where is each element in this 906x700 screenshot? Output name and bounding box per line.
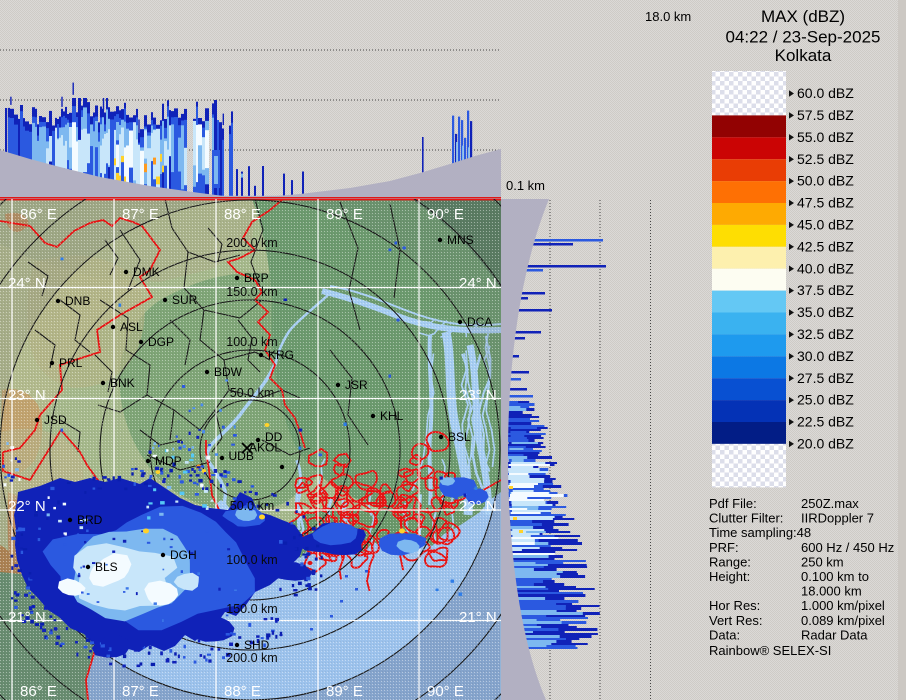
svg-text:BRD: BRD bbox=[77, 513, 103, 527]
svg-text:47.5 dBZ: 47.5 dBZ bbox=[797, 195, 854, 211]
svg-text:Hor Res:: Hor Res: bbox=[709, 598, 760, 613]
svg-text:30.0 dBZ: 30.0 dBZ bbox=[797, 348, 854, 364]
svg-text:0.100 km to: 0.100 km to bbox=[801, 569, 869, 584]
svg-text:250 km: 250 km bbox=[801, 554, 844, 569]
svg-text:KRG: KRG bbox=[268, 348, 294, 362]
svg-text:DNB: DNB bbox=[65, 294, 90, 308]
svg-text:52.5 dBZ: 52.5 dBZ bbox=[797, 151, 854, 167]
svg-text:Data:: Data: bbox=[709, 627, 740, 642]
svg-text:100.0 km: 100.0 km bbox=[226, 553, 277, 567]
svg-text:22° N: 22° N bbox=[459, 498, 497, 515]
svg-text:32.5 dBZ: 32.5 dBZ bbox=[797, 326, 854, 342]
svg-text:PRL: PRL bbox=[59, 356, 83, 370]
svg-text:DGH: DGH bbox=[170, 548, 197, 562]
svg-text:25.0 dBZ: 25.0 dBZ bbox=[797, 392, 854, 408]
svg-text:27.5 dBZ: 27.5 dBZ bbox=[797, 370, 854, 386]
svg-text:60.0 dBZ: 60.0 dBZ bbox=[797, 85, 854, 101]
svg-text:04:22 / 23-Sep-2025: 04:22 / 23-Sep-2025 bbox=[725, 28, 880, 47]
svg-text:DCA: DCA bbox=[467, 315, 492, 329]
svg-text:1.000 km/pixel: 1.000 km/pixel bbox=[801, 598, 885, 613]
svg-text:24° N: 24° N bbox=[459, 275, 497, 292]
svg-text:20.0 dBZ: 20.0 dBZ bbox=[797, 436, 854, 452]
svg-text:89° E: 89° E bbox=[326, 206, 363, 223]
svg-text:35.0 dBZ: 35.0 dBZ bbox=[797, 304, 854, 320]
svg-text:23° N: 23° N bbox=[8, 387, 46, 404]
svg-text:22.5 dBZ: 22.5 dBZ bbox=[797, 414, 854, 430]
svg-text:18.000 km: 18.000 km bbox=[801, 584, 862, 599]
svg-text:ASL: ASL bbox=[120, 320, 143, 334]
svg-text:Kolkata: Kolkata bbox=[775, 46, 832, 65]
svg-text:87° E: 87° E bbox=[122, 206, 159, 223]
svg-text:Clutter Filter:: Clutter Filter: bbox=[709, 511, 783, 526]
svg-text:DGP: DGP bbox=[148, 335, 174, 349]
svg-text:200.0 km: 200.0 km bbox=[226, 651, 277, 665]
svg-text:SHD: SHD bbox=[244, 638, 270, 652]
svg-text:150.0 km: 150.0 km bbox=[226, 285, 277, 299]
svg-text:BNK: BNK bbox=[110, 376, 135, 390]
svg-text:SUR: SUR bbox=[172, 293, 198, 307]
svg-text:BSL: BSL bbox=[448, 430, 471, 444]
svg-text:86° E: 86° E bbox=[20, 206, 57, 223]
svg-text:18.0 km: 18.0 km bbox=[645, 9, 691, 24]
svg-text:100.0 km: 100.0 km bbox=[226, 335, 277, 349]
svg-text:90° E: 90° E bbox=[427, 683, 464, 700]
svg-text:89° E: 89° E bbox=[326, 683, 363, 700]
svg-text:90° E: 90° E bbox=[427, 206, 464, 223]
svg-text:250Z.max: 250Z.max bbox=[801, 496, 859, 511]
svg-text:50.0 dBZ: 50.0 dBZ bbox=[797, 173, 854, 189]
svg-text:PRF:: PRF: bbox=[709, 540, 739, 555]
svg-text:Time sampling:48: Time sampling:48 bbox=[709, 525, 811, 540]
svg-text:DD: DD bbox=[265, 430, 283, 444]
svg-text:KHL: KHL bbox=[380, 409, 404, 423]
svg-text:21° N: 21° N bbox=[8, 609, 46, 626]
svg-text:200.0 km: 200.0 km bbox=[226, 236, 277, 250]
svg-text:MAX (dBZ): MAX (dBZ) bbox=[761, 7, 845, 26]
svg-text:Pdf File:: Pdf File: bbox=[709, 496, 757, 511]
svg-text:57.5 dBZ: 57.5 dBZ bbox=[797, 107, 854, 123]
svg-text:BRP: BRP bbox=[244, 271, 269, 285]
svg-text:50.0 km: 50.0 km bbox=[230, 386, 274, 400]
svg-text:88° E: 88° E bbox=[224, 683, 261, 700]
svg-text:88° E: 88° E bbox=[224, 206, 261, 223]
svg-text:55.0 dBZ: 55.0 dBZ bbox=[797, 129, 854, 145]
svg-text:MDP: MDP bbox=[155, 454, 182, 468]
svg-text:37.5 dBZ: 37.5 dBZ bbox=[797, 282, 854, 298]
svg-text:45.0 dBZ: 45.0 dBZ bbox=[797, 217, 854, 233]
svg-text:Height:: Height: bbox=[709, 569, 750, 584]
svg-text:IIRDoppler 7: IIRDoppler 7 bbox=[801, 511, 874, 526]
svg-text:600 Hz / 450 Hz: 600 Hz / 450 Hz bbox=[801, 540, 894, 555]
svg-text:22° N: 22° N bbox=[8, 498, 46, 515]
svg-text:Rainbow® SELEX-SI: Rainbow® SELEX-SI bbox=[709, 643, 831, 658]
svg-text:MNS: MNS bbox=[447, 233, 474, 247]
svg-text:Vert Res:: Vert Res: bbox=[709, 613, 762, 628]
svg-text:UDB: UDB bbox=[229, 449, 254, 463]
svg-text:23° N: 23° N bbox=[459, 387, 497, 404]
svg-text:86° E: 86° E bbox=[20, 683, 57, 700]
svg-text:0.1 km: 0.1 km bbox=[506, 178, 545, 193]
svg-text:150.0 km: 150.0 km bbox=[226, 602, 277, 616]
svg-text:50.0 km: 50.0 km bbox=[230, 499, 274, 513]
svg-text:BDW: BDW bbox=[214, 365, 243, 379]
svg-text:BLS: BLS bbox=[95, 560, 118, 574]
svg-text:21° N: 21° N bbox=[459, 609, 497, 626]
svg-text:JSR: JSR bbox=[345, 378, 368, 392]
svg-text:DMK: DMK bbox=[133, 265, 160, 279]
svg-text:24° N: 24° N bbox=[8, 275, 46, 292]
svg-text:87° E: 87° E bbox=[122, 683, 159, 700]
svg-text:42.5 dBZ: 42.5 dBZ bbox=[797, 238, 854, 254]
svg-text:Radar Data: Radar Data bbox=[801, 627, 868, 642]
svg-text:0.089 km/pixel: 0.089 km/pixel bbox=[801, 613, 885, 628]
svg-text:AKOL: AKOL bbox=[249, 441, 281, 455]
svg-text:JSD: JSD bbox=[44, 413, 67, 427]
svg-text:40.0 dBZ: 40.0 dBZ bbox=[797, 260, 854, 276]
svg-text:Range:: Range: bbox=[709, 554, 751, 569]
